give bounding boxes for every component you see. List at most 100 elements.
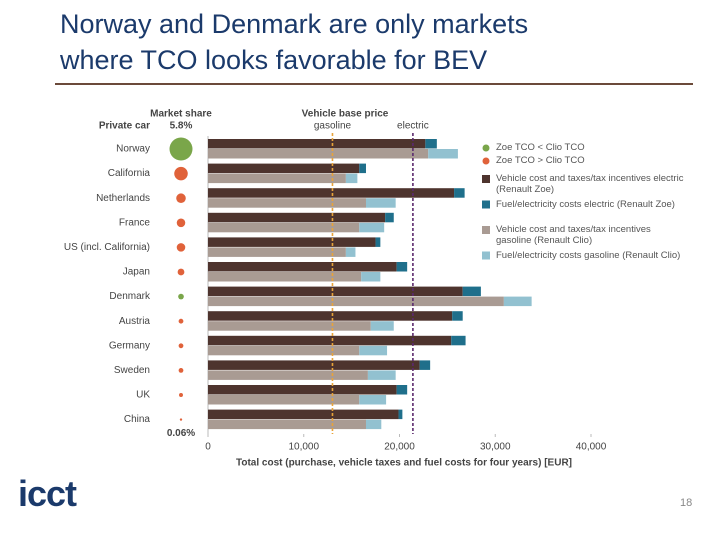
slide-title: where TCO looks favorable for BEV [60, 45, 488, 75]
bar-segment [361, 272, 381, 282]
legend-entry: Vehicle cost and taxes/tax incentives ga… [496, 224, 651, 246]
bar-segment [359, 222, 385, 233]
bar-segment [419, 360, 431, 370]
x-axis-label: Total cost (purchase, vehicle taxes and … [236, 458, 572, 469]
bar-segment [454, 188, 465, 198]
market-share-bubble [169, 137, 193, 161]
bar-segment [385, 212, 394, 223]
bar-segment [208, 188, 455, 198]
legend-entry: Vehicle cost and taxes/tax incentives el… [496, 173, 684, 195]
x-tick-label: 40,000 [576, 442, 607, 453]
x-tick-label: 0 [205, 442, 211, 453]
category-label: Norway [116, 144, 150, 155]
bar-segment [428, 149, 458, 159]
bar-segment [208, 335, 452, 346]
bar-segment [208, 262, 397, 272]
market-share-bubble [179, 418, 183, 421]
bar-segment [208, 419, 366, 430]
bar-segment [208, 286, 463, 297]
bar-segment [208, 222, 360, 233]
bar-segment [208, 360, 420, 370]
x-tick-label: 20,000 [384, 442, 415, 453]
category-label: Austria [119, 316, 151, 327]
bar-segment [208, 198, 366, 208]
bar-segment [208, 163, 360, 174]
category-label: Netherlands [96, 193, 150, 204]
bar-segment [208, 139, 426, 149]
slide-title: Norway and Denmark are only markets [60, 9, 529, 39]
category-header: Private car [99, 121, 150, 132]
bar-segment [208, 296, 504, 307]
bar-segment [208, 370, 368, 380]
category-label: US (incl. California) [64, 242, 150, 253]
x-tick-label: 10,000 [288, 442, 319, 453]
bar-segment [451, 335, 466, 346]
base-price-header: Vehicle base price [302, 109, 389, 120]
x-tick-label: 30,000 [480, 442, 511, 453]
bar-segment [396, 262, 408, 272]
logo: icct [18, 473, 77, 514]
base-price-label: gasoline [314, 121, 352, 132]
category-label: UK [136, 390, 150, 401]
bar-segment [208, 311, 453, 321]
base-price-label: electric [397, 121, 429, 132]
market-share-label: 0.06% [167, 428, 195, 439]
bar-segment [208, 385, 397, 395]
bar-segment [208, 395, 360, 405]
market-share-label: 5.8% [170, 121, 193, 132]
bar-segment [359, 345, 388, 356]
bar-segment [425, 139, 437, 149]
bar-segment [345, 247, 356, 257]
bar-segment [503, 296, 532, 307]
bar-segment [359, 395, 387, 405]
market-share-bubble [178, 368, 184, 373]
bar-segment [365, 419, 382, 430]
page-number: 18 [680, 497, 693, 509]
market-share-bubble [176, 218, 186, 228]
bar-segment [375, 237, 381, 247]
market-share-bubble [178, 343, 184, 349]
category-label: Japan [123, 267, 150, 278]
title-rule [55, 83, 693, 85]
market-share-bubble [178, 293, 184, 300]
legend-entry: Fuel/electricity costs gasoline (Renault… [496, 249, 681, 261]
legend-entry: Zoe TCO > Clio TCO [496, 155, 585, 166]
market-share-bubble [179, 393, 183, 397]
legend-marker [482, 144, 490, 152]
market-share-bubble [176, 193, 186, 203]
legend-marker [482, 175, 490, 183]
bar-segment [208, 345, 360, 356]
bar-segment [452, 311, 463, 321]
bar-segment [208, 272, 362, 282]
bar-segment [367, 370, 396, 380]
market-share-bubble [176, 243, 186, 252]
legend-marker [482, 200, 490, 209]
bar-segment [462, 286, 481, 297]
market-share-bubble [178, 318, 184, 324]
legend-marker [482, 226, 490, 234]
legend-entry: Fuel/electricity costs electric (Renault… [496, 198, 675, 210]
category-label: Sweden [114, 365, 150, 376]
bar-segment [370, 321, 394, 331]
bar-segment [208, 149, 429, 159]
legend-marker [482, 157, 490, 165]
market-share-bubble [174, 166, 188, 181]
legend-marker [482, 251, 490, 260]
market-share-header: Market share [150, 109, 212, 120]
bar-segment [208, 173, 346, 184]
bar-segment [396, 385, 408, 395]
bar-segment [208, 212, 386, 223]
bar-segment [359, 163, 366, 174]
market-share-bubble [177, 268, 185, 276]
category-label: California [108, 168, 151, 179]
bar-segment [208, 321, 371, 331]
category-label: France [119, 217, 151, 228]
bar-segment [208, 237, 376, 247]
category-label: China [124, 414, 151, 425]
legend-entry: Zoe TCO < Clio TCO [496, 142, 585, 153]
bar-segment [365, 198, 396, 208]
category-label: Germany [109, 340, 150, 351]
bar-segment [398, 409, 403, 420]
